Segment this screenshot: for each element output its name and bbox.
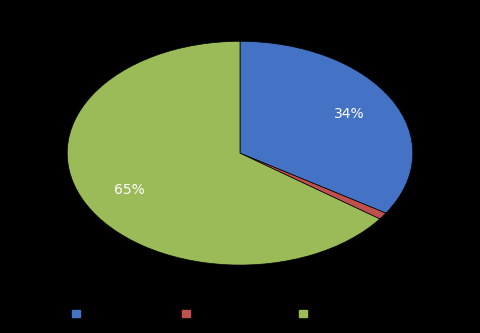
Wedge shape bbox=[240, 153, 386, 219]
Text: 65%: 65% bbox=[114, 183, 144, 197]
Text: 34%: 34% bbox=[334, 107, 364, 121]
Legend: Wages & Salaries, Employee Benefits, Operating Expenses: Wages & Salaries, Employee Benefits, Ope… bbox=[69, 306, 411, 322]
Wedge shape bbox=[240, 41, 413, 213]
Wedge shape bbox=[67, 41, 380, 265]
